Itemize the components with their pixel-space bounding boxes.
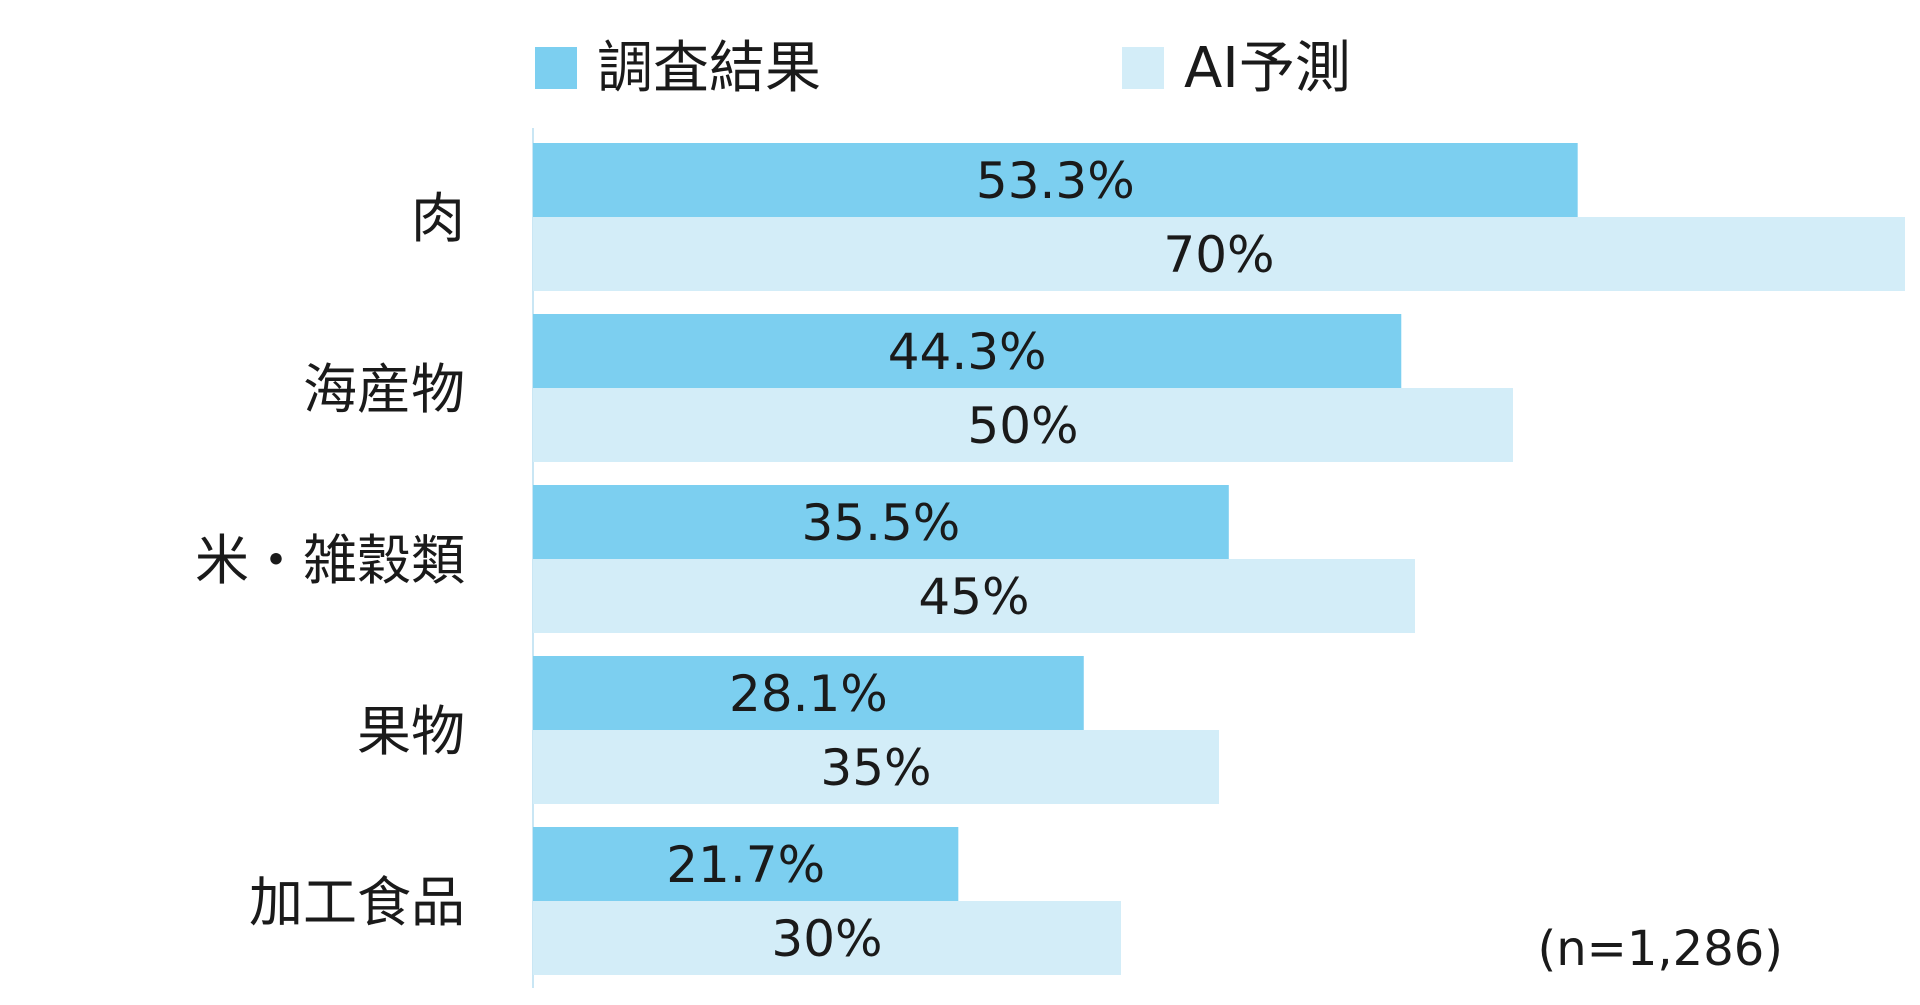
data-label-ai-3: 45% (918, 568, 1029, 626)
data-label-ai-1: 70% (1163, 226, 1274, 284)
category-label-5: 加工食品 (249, 871, 465, 934)
bar-survey-5 (533, 827, 959, 901)
bar-survey-2 (533, 314, 1402, 388)
data-label-ai-4: 35% (820, 739, 931, 797)
data-label-survey-4: 28.1% (729, 665, 888, 723)
bar-ai-1 (533, 217, 1905, 291)
sample-size-note: (n=1,286) (1537, 921, 1783, 977)
bar-survey-4 (533, 656, 1084, 730)
data-label-ai-2: 50% (967, 397, 1078, 455)
data-label-survey-3: 35.5% (801, 494, 960, 552)
category-label-4: 果物 (357, 700, 465, 763)
category-label-1: 肉 (411, 187, 465, 250)
category-label-3: 米・雑穀類 (195, 529, 465, 592)
legend-swatch-2 (1122, 47, 1164, 89)
bars-group (533, 143, 1905, 975)
legend: 調査結果 AI予測 (535, 36, 1351, 101)
legend-swatch-1 (535, 47, 577, 89)
bar-ai-3 (533, 559, 1415, 633)
data-label-survey-1: 53.3% (976, 152, 1135, 210)
bar-ai-5 (533, 901, 1121, 975)
bar-survey-3 (533, 485, 1229, 559)
data-label-survey-2: 44.3% (888, 323, 1047, 381)
legend-label-1: 調査結果 (597, 36, 821, 101)
data-label-survey-5: 21.7% (666, 836, 825, 894)
bar-ai-2 (533, 388, 1513, 462)
legend-label-2: AI予測 (1184, 36, 1351, 101)
bar-ai-4 (533, 730, 1219, 804)
data-label-ai-5: 30% (771, 910, 882, 968)
category-label-2: 海産物 (303, 358, 465, 421)
bar-survey-1 (533, 143, 1578, 217)
data-labels: 53.3% 70% 44.3% 50%35.5% 45% 28.1% 35% 21.7% 30% (666, 152, 1274, 968)
